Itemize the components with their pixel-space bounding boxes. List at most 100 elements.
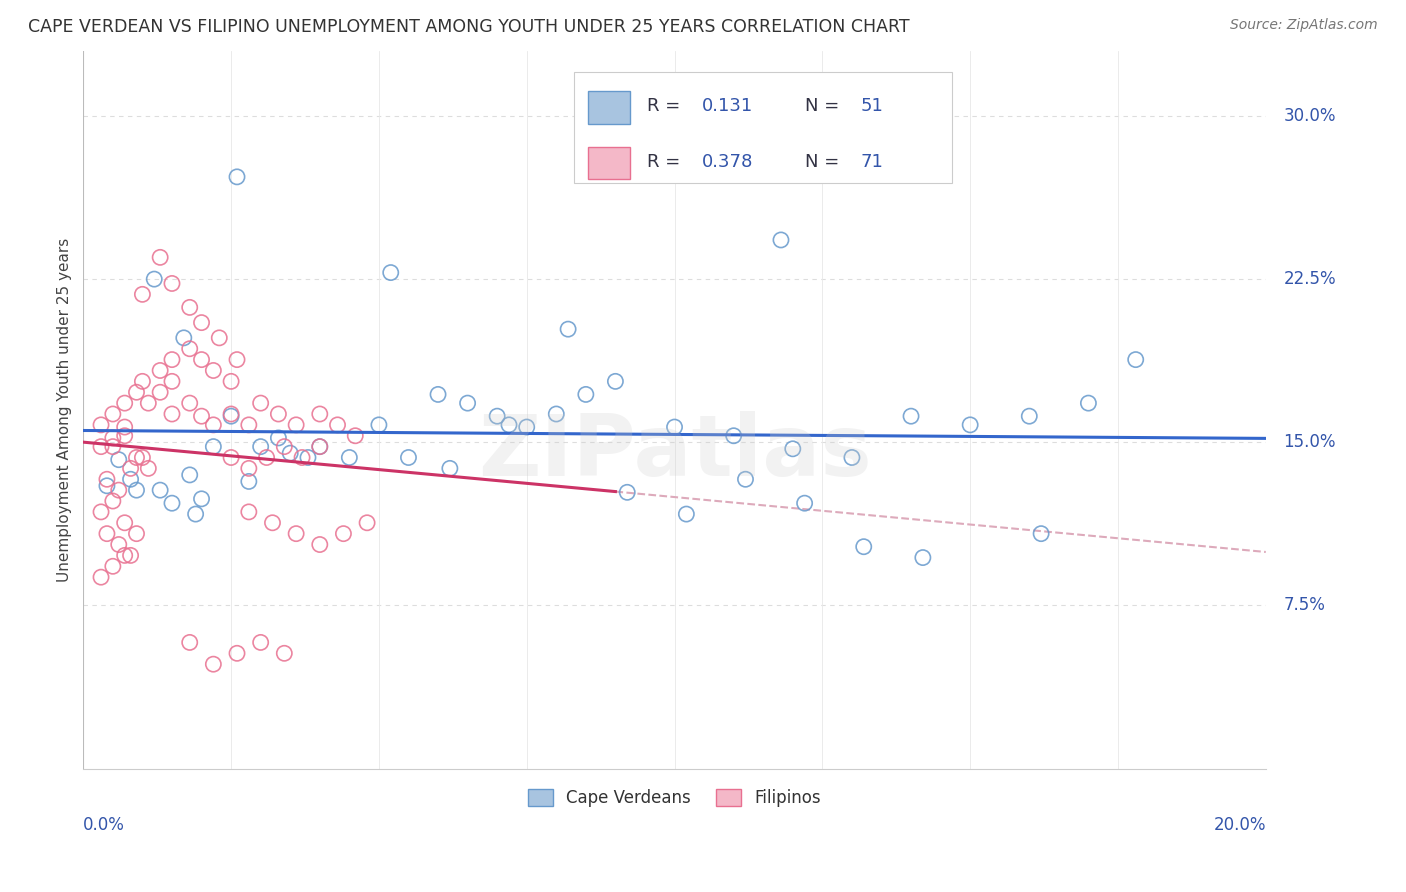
Point (900, 409, 922, 424)
Point (120, 461, 142, 475)
Point (90, 505, 112, 519)
Text: 22.5%: 22.5% (1284, 270, 1336, 288)
Text: 7.5%: 7.5% (1284, 597, 1326, 615)
Point (208, 331, 231, 345)
Point (120, 472, 142, 486)
Point (664, 420, 686, 434)
Point (114, 429, 136, 443)
Text: N =: N = (804, 97, 845, 115)
Point (96, 479, 118, 493)
Point (439, 461, 461, 475)
Point (285, 417, 308, 432)
Point (367, 417, 389, 432)
Point (179, 635, 201, 649)
Point (219, 450, 242, 465)
Point (516, 420, 538, 434)
Point (226, 646, 249, 660)
Point (427, 387, 450, 401)
Point (486, 409, 509, 424)
Point (332, 526, 354, 541)
Point (278, 446, 301, 460)
Point (238, 505, 260, 519)
Point (398, 450, 420, 465)
Point (769, 233, 792, 247)
Point (782, 442, 804, 456)
Point (344, 429, 367, 443)
Text: R =: R = (647, 153, 686, 171)
Point (107, 483, 129, 497)
Point (911, 550, 934, 565)
Text: R =: R = (647, 97, 686, 115)
Point (120, 549, 142, 563)
Point (1077, 396, 1099, 410)
Text: N =: N = (804, 153, 845, 171)
Point (101, 494, 124, 508)
Point (190, 352, 212, 367)
Text: 20.0%: 20.0% (1213, 816, 1265, 835)
Point (219, 407, 242, 421)
Point (262, 516, 284, 530)
Point (326, 417, 349, 432)
Text: 0.131: 0.131 (702, 97, 754, 115)
Point (149, 385, 172, 400)
Point (575, 387, 598, 401)
Point (114, 396, 136, 410)
Point (734, 472, 756, 486)
Point (160, 407, 183, 421)
Point (616, 485, 638, 500)
Point (1125, 352, 1147, 367)
Point (238, 475, 260, 489)
Point (249, 635, 271, 649)
Point (179, 396, 201, 410)
Point (1018, 409, 1040, 424)
Point (308, 440, 330, 454)
Point (136, 396, 159, 410)
Text: 30.0%: 30.0% (1284, 107, 1336, 125)
Bar (588, 91, 630, 124)
Text: CAPE VERDEAN VS FILIPINO UNEMPLOYMENT AMONG YOUTH UNDER 25 YEARS CORRELATION CHA: CAPE VERDEAN VS FILIPINO UNEMPLOYMENT AM… (28, 18, 910, 36)
Point (190, 409, 212, 424)
Point (160, 375, 183, 389)
Point (131, 287, 153, 301)
Point (114, 420, 136, 434)
Point (114, 549, 136, 563)
Point (125, 526, 148, 541)
Point (273, 646, 295, 660)
Text: 51: 51 (860, 97, 883, 115)
Point (498, 417, 520, 432)
Point (852, 540, 875, 554)
Y-axis label: Unemployment Among Youth under 25 years: Unemployment Among Youth under 25 years (58, 237, 72, 582)
Text: 0.378: 0.378 (702, 153, 754, 171)
Point (173, 331, 195, 345)
Text: 0.0%: 0.0% (83, 816, 125, 835)
Point (605, 375, 627, 389)
Point (249, 396, 271, 410)
Point (90, 570, 112, 584)
Point (238, 417, 260, 432)
Legend: Cape Verdeans, Filipinos: Cape Verdeans, Filipinos (522, 782, 828, 814)
Point (723, 429, 745, 443)
Point (149, 483, 172, 497)
Point (114, 516, 136, 530)
FancyBboxPatch shape (574, 72, 952, 184)
Point (179, 342, 201, 356)
Point (285, 526, 308, 541)
Point (160, 352, 183, 367)
Point (793, 496, 815, 510)
Point (337, 450, 360, 465)
Point (202, 657, 225, 672)
Text: Source: ZipAtlas.com: Source: ZipAtlas.com (1230, 18, 1378, 32)
Point (249, 440, 271, 454)
Point (675, 507, 697, 521)
Point (308, 537, 330, 551)
Point (125, 450, 148, 465)
Point (267, 407, 290, 421)
Point (457, 396, 479, 410)
Point (546, 407, 568, 421)
Point (190, 491, 212, 506)
Point (297, 450, 319, 465)
Point (190, 316, 212, 330)
Point (179, 301, 201, 315)
Point (125, 483, 148, 497)
Point (160, 277, 183, 291)
